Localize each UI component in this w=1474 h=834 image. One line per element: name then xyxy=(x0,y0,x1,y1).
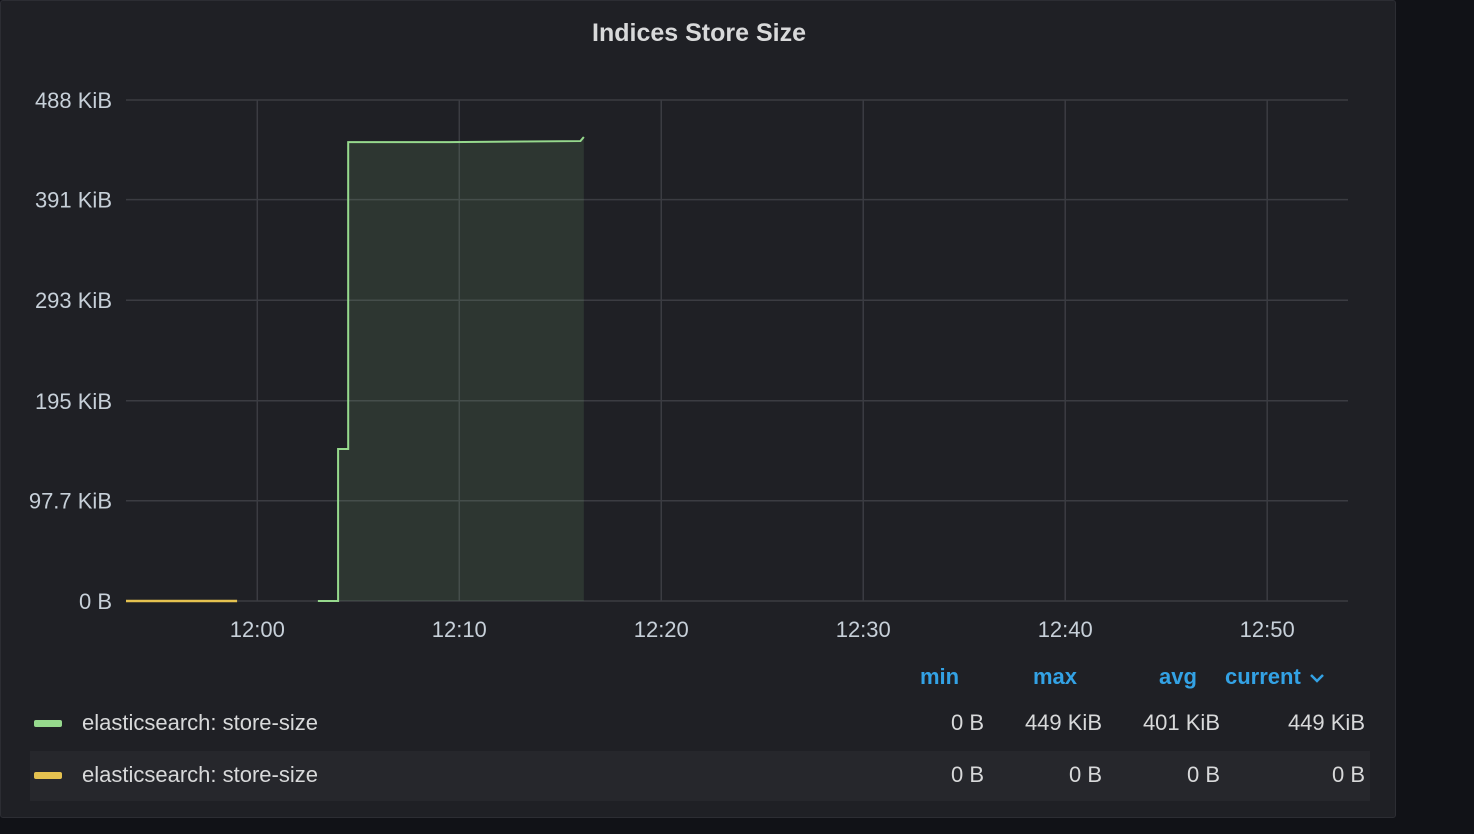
legend-row[interactable]: elasticsearch: store-size 0 B 449 KiB 40… xyxy=(30,699,1370,749)
legend-value-max: 449 KiB xyxy=(1024,710,1102,735)
legend-series-name[interactable]: elasticsearch: store-size xyxy=(82,710,318,735)
legend-header-current[interactable]: current xyxy=(1225,664,1325,690)
graph-panel: Indices Store Size xyxy=(0,0,1396,818)
y-tick-label: 391 KiB xyxy=(35,188,112,213)
legend-row[interactable]: elasticsearch: store-size 0 B 0 B 0 B 0 … xyxy=(30,751,1370,801)
x-tick-label: 12:50 xyxy=(1240,617,1295,642)
y-tick-label: 488 KiB xyxy=(35,88,112,113)
chevron-down-icon xyxy=(1310,674,1324,683)
series-area-fill xyxy=(317,136,584,601)
y-tick-label: 293 KiB xyxy=(35,288,112,313)
y-tick-label: 97.7 KiB xyxy=(29,489,112,514)
y-tick-label: 0 B xyxy=(79,589,112,614)
legend-value-current: 0 B xyxy=(1331,762,1365,787)
panel-title[interactable]: Indices Store Size xyxy=(592,19,806,47)
x-tick-label: 12:30 xyxy=(836,617,891,642)
y-tick-label: 195 KiB xyxy=(35,389,112,414)
legend-value-min: 0 B xyxy=(950,710,984,735)
x-tick-label: 12:10 xyxy=(432,617,487,642)
legend-value-avg: 0 B xyxy=(1186,762,1220,787)
legend-swatch-green[interactable] xyxy=(34,720,62,727)
series-line xyxy=(317,136,585,602)
legend-header-max[interactable]: max xyxy=(1033,664,1078,689)
legend-value-max: 0 B xyxy=(1068,762,1102,787)
legend-value-avg: 401 KiB xyxy=(1142,710,1220,735)
legend-series-name[interactable]: elasticsearch: store-size xyxy=(82,762,318,787)
x-tick-label: 12:40 xyxy=(1038,617,1093,642)
legend-header-current-label: current xyxy=(1225,664,1301,689)
legend-header-avg[interactable]: avg xyxy=(1159,664,1197,689)
legend-swatch-yellow[interactable] xyxy=(34,772,62,779)
legend-value-min: 0 B xyxy=(950,762,984,787)
legend-value-current: 449 KiB xyxy=(1287,710,1365,735)
x-tick-label: 12:20 xyxy=(634,617,689,642)
legend-header-min[interactable]: min xyxy=(920,664,960,689)
x-tick-label: 12:00 xyxy=(230,617,285,642)
